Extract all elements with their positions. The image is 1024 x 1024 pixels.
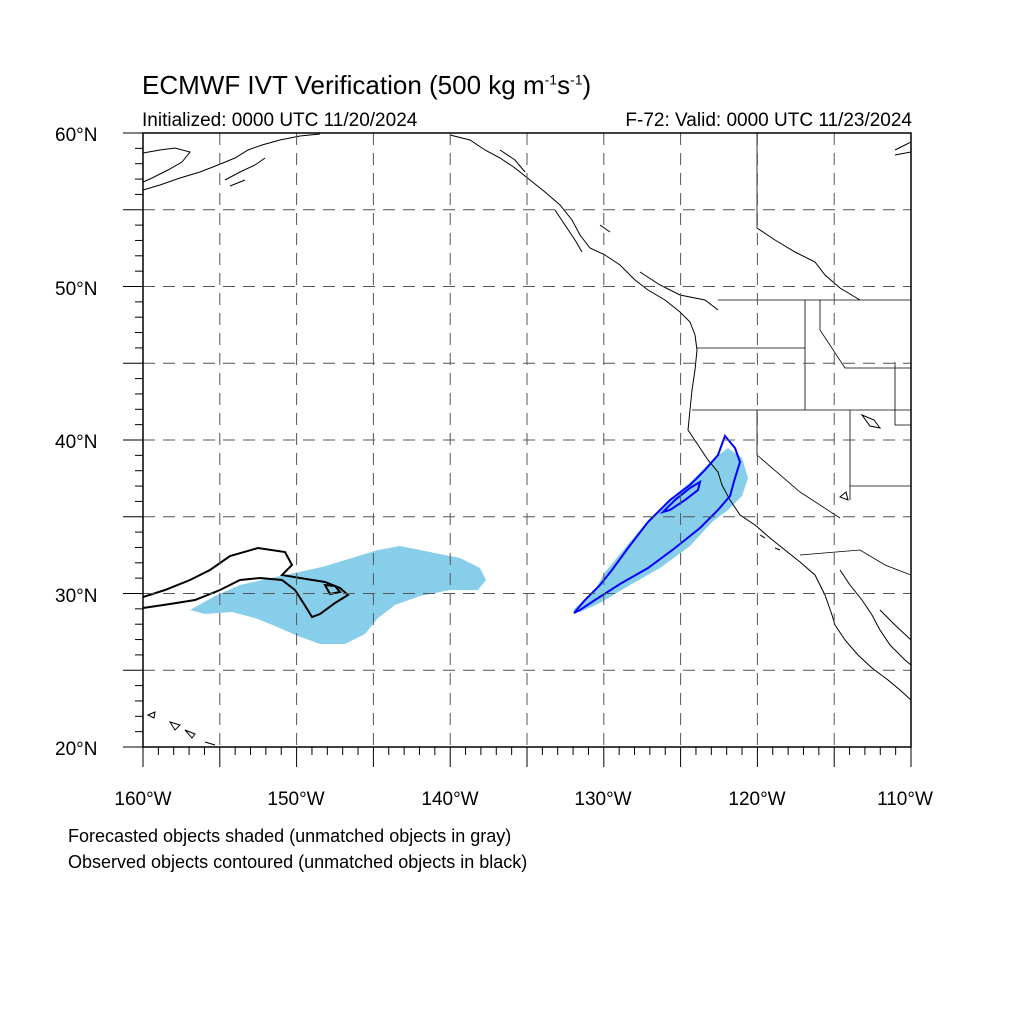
observed-object-pacific-outer: [143, 546, 350, 619]
lon-label-150w: 150°W: [267, 789, 324, 810]
observed-object-california-inner: [659, 479, 702, 515]
lat-label-60: 60°N: [55, 125, 97, 146]
lat-label-40: 40°N: [55, 432, 97, 453]
lat-label-20: 20°N: [55, 739, 97, 760]
legend-observed-note: Observed objects contoured (unmatched ob…: [68, 852, 528, 872]
observed-object-california-outer: [573, 434, 742, 614]
lon-label-110w: 110°W: [877, 789, 933, 810]
lat-label-50: 50°N: [55, 279, 97, 300]
lon-label-120w: 120°W: [728, 789, 785, 810]
lat-labels: 60°N 50°N 40°N 30°N 20°N: [55, 125, 97, 760]
valid-time: F-72: Valid: 0000 UTC 11/23/2024: [625, 110, 912, 131]
grid: [143, 133, 911, 747]
coastlines: [143, 133, 911, 746]
legend-forecast-note: Forecasted objects shaded (unmatched obj…: [68, 826, 512, 846]
political-borders: [692, 133, 911, 576]
tick-marks: [123, 132, 912, 767]
lon-label-140w: 140°W: [421, 789, 478, 810]
initialized-time: Initialized: 0000 UTC 11/20/2024: [142, 110, 418, 131]
forecast-object-pacific: [190, 546, 486, 644]
lon-label-160w: 160°W: [114, 789, 171, 810]
lon-label-130w: 130°W: [574, 789, 631, 810]
lon-labels: 160°W 150°W 140°W 130°W 120°W 110°W: [114, 789, 933, 810]
forecast-object-california: [573, 448, 748, 612]
map-title: ECMWF IVT Verification (500 kg m-1s-1): [142, 70, 592, 100]
lat-label-30: 30°N: [55, 586, 97, 607]
observed-object-pacific-inner: [323, 583, 342, 596]
